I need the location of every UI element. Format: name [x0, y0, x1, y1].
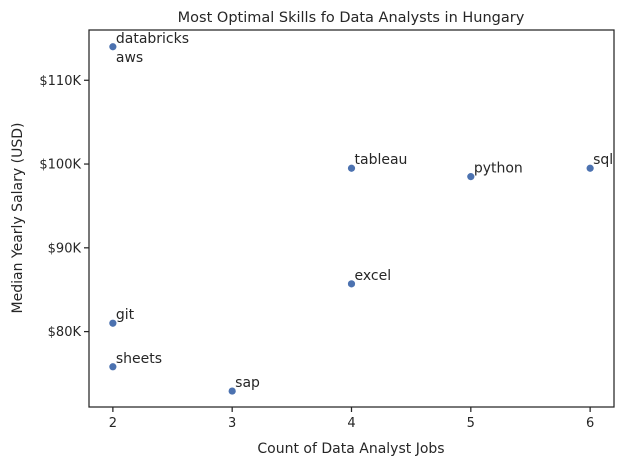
- point-labels: databricks aws tableau python sql excel git she…: [116, 31, 613, 391]
- data-point-git: [109, 319, 117, 327]
- point-label-sql: sql: [593, 152, 613, 168]
- plot-area: [88, 29, 615, 408]
- y-tick-label: $80K: [48, 325, 82, 340]
- data-point-python: [467, 173, 475, 181]
- point-label-aws: aws: [116, 50, 143, 66]
- y-axis-label: Median Yearly Salary (USD): [10, 123, 26, 314]
- point-label-sap: sap: [235, 375, 260, 391]
- x-tick-label: 2: [109, 416, 117, 431]
- data-point-tableau: [347, 164, 356, 172]
- point-label-excel: excel: [355, 268, 392, 284]
- x-tick-label: 3: [228, 416, 236, 431]
- chart-title: Most Optimal Skills fo Data Analysts in …: [178, 10, 525, 26]
- x-axis-label: Count of Data Analyst Jobs: [257, 441, 444, 457]
- x-tick-label: 6: [586, 416, 594, 431]
- point-label-sheets: sheets: [116, 351, 162, 367]
- point-label-git: git: [116, 307, 135, 323]
- y-tick-label: $110K: [39, 74, 81, 89]
- plot-frame: [88, 29, 615, 408]
- y-axis: $80K $90K $100K $110K: [39, 74, 89, 340]
- point-label-python: python: [474, 161, 523, 177]
- y-tick-label: $90K: [48, 241, 82, 256]
- x-tick-label: 5: [467, 416, 475, 431]
- data-points: [109, 43, 594, 395]
- data-point-sql: [586, 164, 594, 172]
- point-label-databricks: databricks: [116, 31, 189, 47]
- point-label-tableau: tableau: [355, 152, 408, 168]
- data-point-sheets: [109, 363, 117, 371]
- data-point-sap: [228, 387, 236, 395]
- x-tick-label: 4: [347, 416, 355, 431]
- data-point-databricks: [109, 43, 117, 51]
- y-tick-label: $100K: [39, 158, 81, 173]
- x-axis: 2 3 4 5 6: [109, 407, 594, 431]
- data-point-excel: [347, 280, 356, 288]
